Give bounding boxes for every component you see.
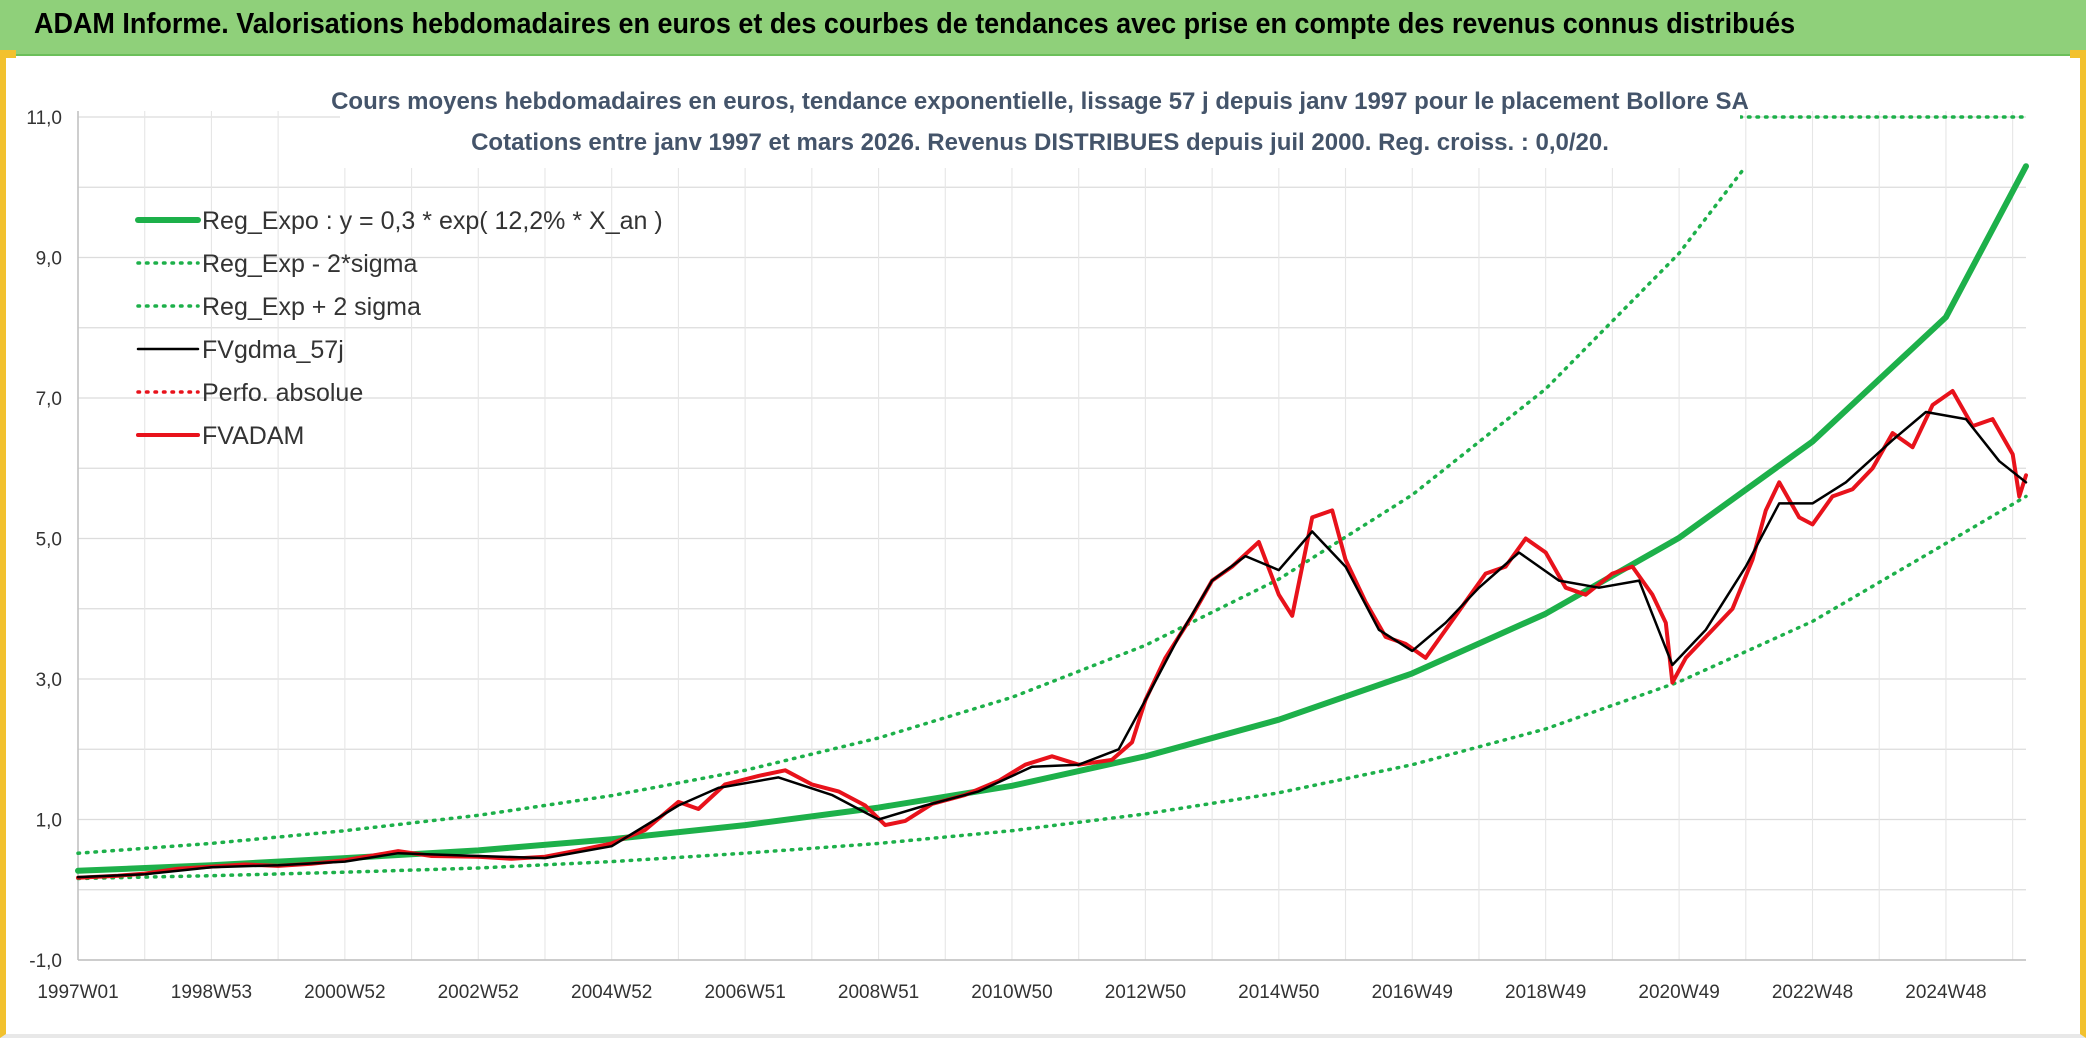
y-tick-label: 11,0: [26, 108, 62, 129]
grid: [77, 111, 2026, 961]
chart-title-line2: Cotations entre janv 1997 et mars 2026. …: [471, 129, 1609, 156]
x-tick-label: 2016W49: [1372, 982, 1453, 1003]
legend-label: Perfo. absolue: [202, 379, 363, 407]
header-banner: ADAM Informe. Valorisations hebdomadaire…: [0, 0, 2086, 56]
x-tick-label: 2018W49: [1505, 982, 1586, 1003]
legend-label: Reg_Exp + 2 sigma: [202, 293, 421, 321]
x-tick-label: 1998W53: [171, 982, 252, 1003]
y-tick-label: -1,0: [29, 951, 62, 972]
series-line-2: [76, 494, 2028, 881]
x-tick-label: 2012W50: [1105, 982, 1186, 1003]
x-tick-label: 1997W01: [37, 982, 118, 1003]
x-tick-label: 2006W51: [704, 982, 785, 1003]
x-tick-label: 2000W52: [304, 982, 385, 1003]
series-line-4: [76, 410, 2028, 879]
y-tick-label: 9,0: [36, 249, 62, 270]
page-title: ADAM Informe. Valorisations hebdomadaire…: [34, 8, 1796, 40]
x-tick-label: 2004W52: [571, 982, 652, 1003]
x-tick-label: 2002W52: [438, 982, 519, 1003]
x-tick-label: 2010W50: [971, 982, 1052, 1003]
frame-corner-left: [0, 50, 16, 58]
y-tick-label: 3,0: [36, 670, 62, 691]
series-layer: [75, 115, 2029, 881]
legend-label: Reg_Exp - 2*sigma: [202, 250, 417, 278]
y-tick-label: 5,0: [36, 530, 62, 551]
x-tick-label: 2022W48: [1772, 982, 1853, 1003]
title-background: [340, 80, 1740, 168]
frame-corner-right: [2070, 50, 2086, 58]
legend-label: FVgdma_57j: [202, 336, 344, 364]
legend-label: Reg_Expo : y = 0,3 * exp( 12,2% * X_an ): [202, 207, 663, 235]
series-line-6: [76, 389, 2028, 880]
y-tick-label: 7,0: [36, 389, 62, 410]
x-tick-label: 2008W51: [838, 982, 919, 1003]
legend-label: FVADAM: [202, 422, 304, 450]
legend: Reg_Expo : y = 0,3 * exp( 12,2% * X_an )…: [135, 207, 663, 450]
x-tick-label: 2024W48: [1905, 982, 1986, 1003]
x-tick-label: 2020W49: [1638, 982, 1719, 1003]
chart-title-line1: Cours moyens hebdomadaires en euros, ten…: [331, 88, 1749, 115]
axis-labels: -1,0 1,0 3,0 5,0 7,0 9,0 11,0 1997W01 1998W53 200…: [26, 108, 1986, 1003]
y-tick-label: 1,0: [36, 811, 62, 832]
x-tick-label: 2014W50: [1238, 982, 1319, 1003]
series-line-3: [76, 164, 1748, 855]
